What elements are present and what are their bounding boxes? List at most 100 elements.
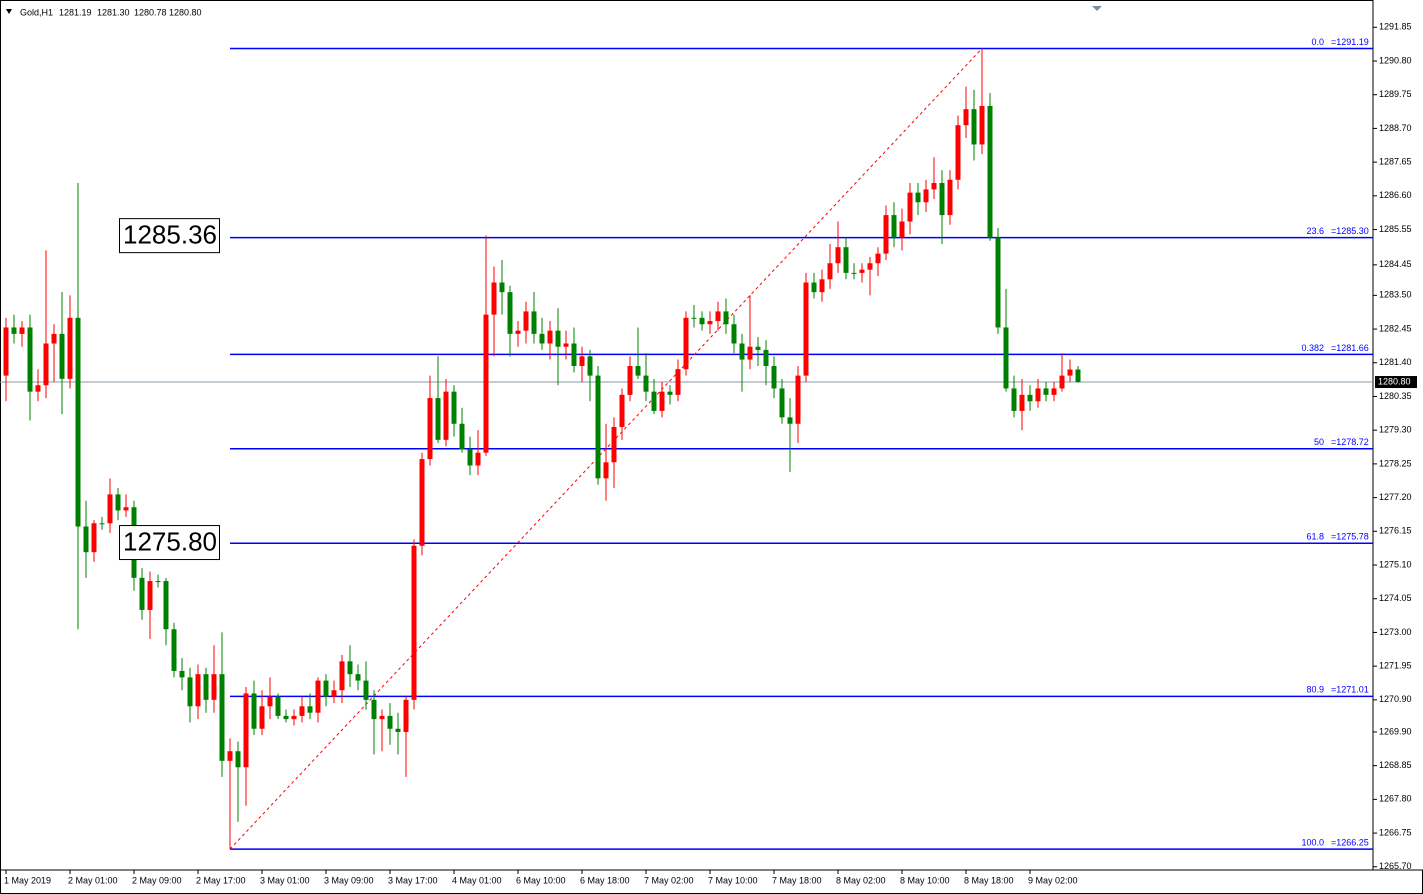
candle-body (27, 327, 33, 392)
candle-body (251, 693, 257, 729)
candle-body (315, 680, 321, 713)
menu-arrow[interactable] (6, 9, 12, 14)
candle-body (771, 365, 777, 389)
candle-body (563, 343, 569, 347)
candle-body (675, 369, 681, 395)
candle-body (523, 311, 529, 331)
candle-body (387, 715, 393, 729)
candle-body (1035, 388, 1041, 402)
candle-body (1011, 388, 1017, 411)
candle-body (115, 494, 121, 511)
candle-body (467, 449, 473, 466)
candle-body (163, 581, 169, 630)
candle-body (579, 356, 585, 366)
candle-body (179, 670, 185, 678)
candle-body (299, 706, 305, 716)
y-tick-label: 1278.25 (1379, 458, 1412, 468)
candle-body (1043, 388, 1049, 395)
candle-body (371, 699, 377, 720)
candle-body (739, 343, 745, 360)
fib-ratio-label: 100.0 (1301, 838, 1324, 848)
x-tick-label: 6 May 18:00 (580, 875, 630, 885)
fib-price-label: =1278.72 (1331, 437, 1369, 447)
candle-body (355, 674, 361, 681)
candle-body (875, 253, 881, 264)
x-tick-label: 7 May 02:00 (644, 875, 694, 885)
y-tick-label: 1270.90 (1379, 694, 1412, 704)
quote-low: 1280.78 (134, 7, 167, 17)
candle-body (603, 462, 609, 479)
symbol-label: Gold,H1 (20, 7, 53, 17)
x-tick-label: 3 May 09:00 (324, 875, 374, 885)
x-tick-label: 6 May 10:00 (516, 875, 566, 885)
candle-body (883, 215, 889, 254)
fib-ratio-label: 80.9 (1306, 685, 1324, 695)
candle-body (899, 221, 905, 238)
candle-body (99, 523, 105, 525)
candle-body (795, 375, 801, 424)
candle-body (995, 237, 1001, 328)
candle-body (683, 317, 689, 370)
candle-body (851, 272, 857, 274)
candle-body (187, 677, 193, 707)
fib-ratio-label: 23.6 (1306, 226, 1324, 236)
y-tick-label: 1265.70 (1379, 861, 1412, 871)
candle-body (219, 674, 225, 761)
y-tick-label: 1287.65 (1379, 156, 1412, 166)
fib-ratio-label: 61.8 (1306, 532, 1324, 542)
y-tick-label: 1266.75 (1379, 827, 1412, 837)
y-tick-label: 1284.45 (1379, 259, 1412, 269)
candle-body (395, 728, 401, 732)
candle-body (379, 715, 385, 720)
candle-body (787, 417, 793, 424)
candle-body (651, 391, 657, 411)
candle-body (75, 317, 81, 527)
x-tick-label: 1 May 2019 (4, 875, 51, 885)
x-tick-label: 3 May 01:00 (260, 875, 310, 885)
candle-body (363, 680, 369, 700)
candle-body (307, 706, 313, 713)
candle-body (779, 388, 785, 418)
y-tick-label: 1269.90 (1379, 726, 1412, 736)
shift-marker (1092, 6, 1102, 11)
y-tick-label: 1276.15 (1379, 526, 1412, 536)
candle-body (667, 391, 673, 395)
candle-body (227, 751, 233, 761)
candle-body (67, 317, 73, 379)
candle-body (107, 494, 113, 524)
candle-body (755, 346, 761, 350)
candle-body (275, 696, 281, 716)
candle-body (267, 696, 273, 707)
y-tick-label: 1289.75 (1379, 89, 1412, 99)
candle-body (971, 109, 977, 145)
y-tick-label: 1280.35 (1379, 391, 1412, 401)
candle-body (827, 263, 833, 280)
candle-body (819, 279, 825, 293)
y-tick-label: 1282.45 (1379, 323, 1412, 333)
y-tick-label: 1291.85 (1379, 22, 1412, 32)
y-tick-label: 1286.60 (1379, 190, 1412, 200)
candle-body (323, 680, 329, 697)
fib-price-label: =1281.66 (1331, 343, 1369, 353)
candle-body (587, 356, 593, 376)
candle-body (731, 324, 737, 344)
x-tick-label: 2 May 01:00 (68, 875, 118, 885)
candle-body (835, 247, 841, 264)
fib-price-label: =1266.25 (1331, 838, 1369, 848)
candle-body (699, 317, 705, 325)
price-callout-box (119, 218, 220, 254)
candle-body (483, 314, 489, 453)
candle-body (1019, 394, 1025, 411)
candle-body (491, 282, 497, 315)
x-tick-label: 9 May 02:00 (1028, 875, 1078, 885)
fib-price-label: =1271.01 (1331, 685, 1369, 695)
candle-body (195, 674, 201, 707)
quote-open: 1281.19 (59, 7, 92, 17)
candle-body (139, 577, 145, 610)
candle-body (547, 330, 553, 344)
candle-body (1075, 369, 1081, 383)
x-tick-label: 4 May 01:00 (452, 875, 502, 885)
candle-body (123, 507, 129, 511)
candle-body (707, 321, 713, 325)
